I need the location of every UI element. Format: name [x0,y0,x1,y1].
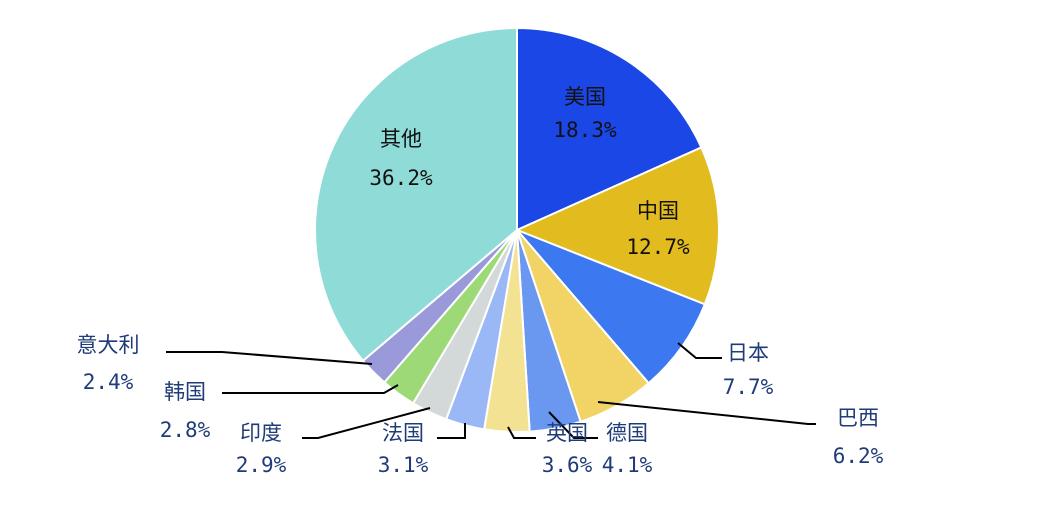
leader-line-9 [222,384,399,394]
slice-label-9: 韩国 [164,380,206,404]
slice-value-8: 2.9% [236,453,287,477]
leader-line-6 [507,426,536,439]
slice-label-10: 意大利 [77,333,140,357]
slice-value-10: 2.4% [83,370,134,394]
pie-slices [314,26,720,433]
slice-value-5: 4.1% [602,453,653,477]
leader-line-8 [302,407,431,439]
slice-label-4: 巴西 [837,406,879,430]
slice-label-3: 日本 [727,341,769,365]
leader-lines [166,342,816,439]
slice-value-2: 12.7% [626,235,690,259]
pie-slice-11 [314,26,518,363]
pie-slice-1 [516,26,703,232]
slice-label-2: 中国 [637,199,679,223]
slice-value-4: 6.2% [833,444,884,468]
pie-slice-2 [514,146,720,306]
slice-value-7: 3.1% [378,453,429,477]
slice-label-6: 英国 [546,421,588,445]
slice-value-6: 3.6% [542,453,593,477]
leader-line-7 [437,423,466,439]
leader-line-4 [597,401,816,425]
slice-label-5: 德国 [606,421,648,445]
slice-label-7: 法国 [382,421,424,445]
leader-line-3 [677,342,722,359]
leader-line-5 [548,411,598,439]
slice-value-9: 2.8% [160,418,211,442]
slice-label-8: 印度 [240,421,282,445]
slice-labels: 美国 18.3% 中国 12.7% 日本 7.7% 巴西 6.2% 德国 4.1% 英国 3.6% 法国… [77,85,884,477]
slice-value-11: 36.2% [369,166,433,190]
leader-line-10 [166,351,373,365]
slice-value-1: 18.3% [553,118,617,142]
slice-label-11: 其他 [380,127,422,151]
slice-label-1: 美国 [564,85,606,109]
slice-value-3: 7.7% [723,375,774,399]
